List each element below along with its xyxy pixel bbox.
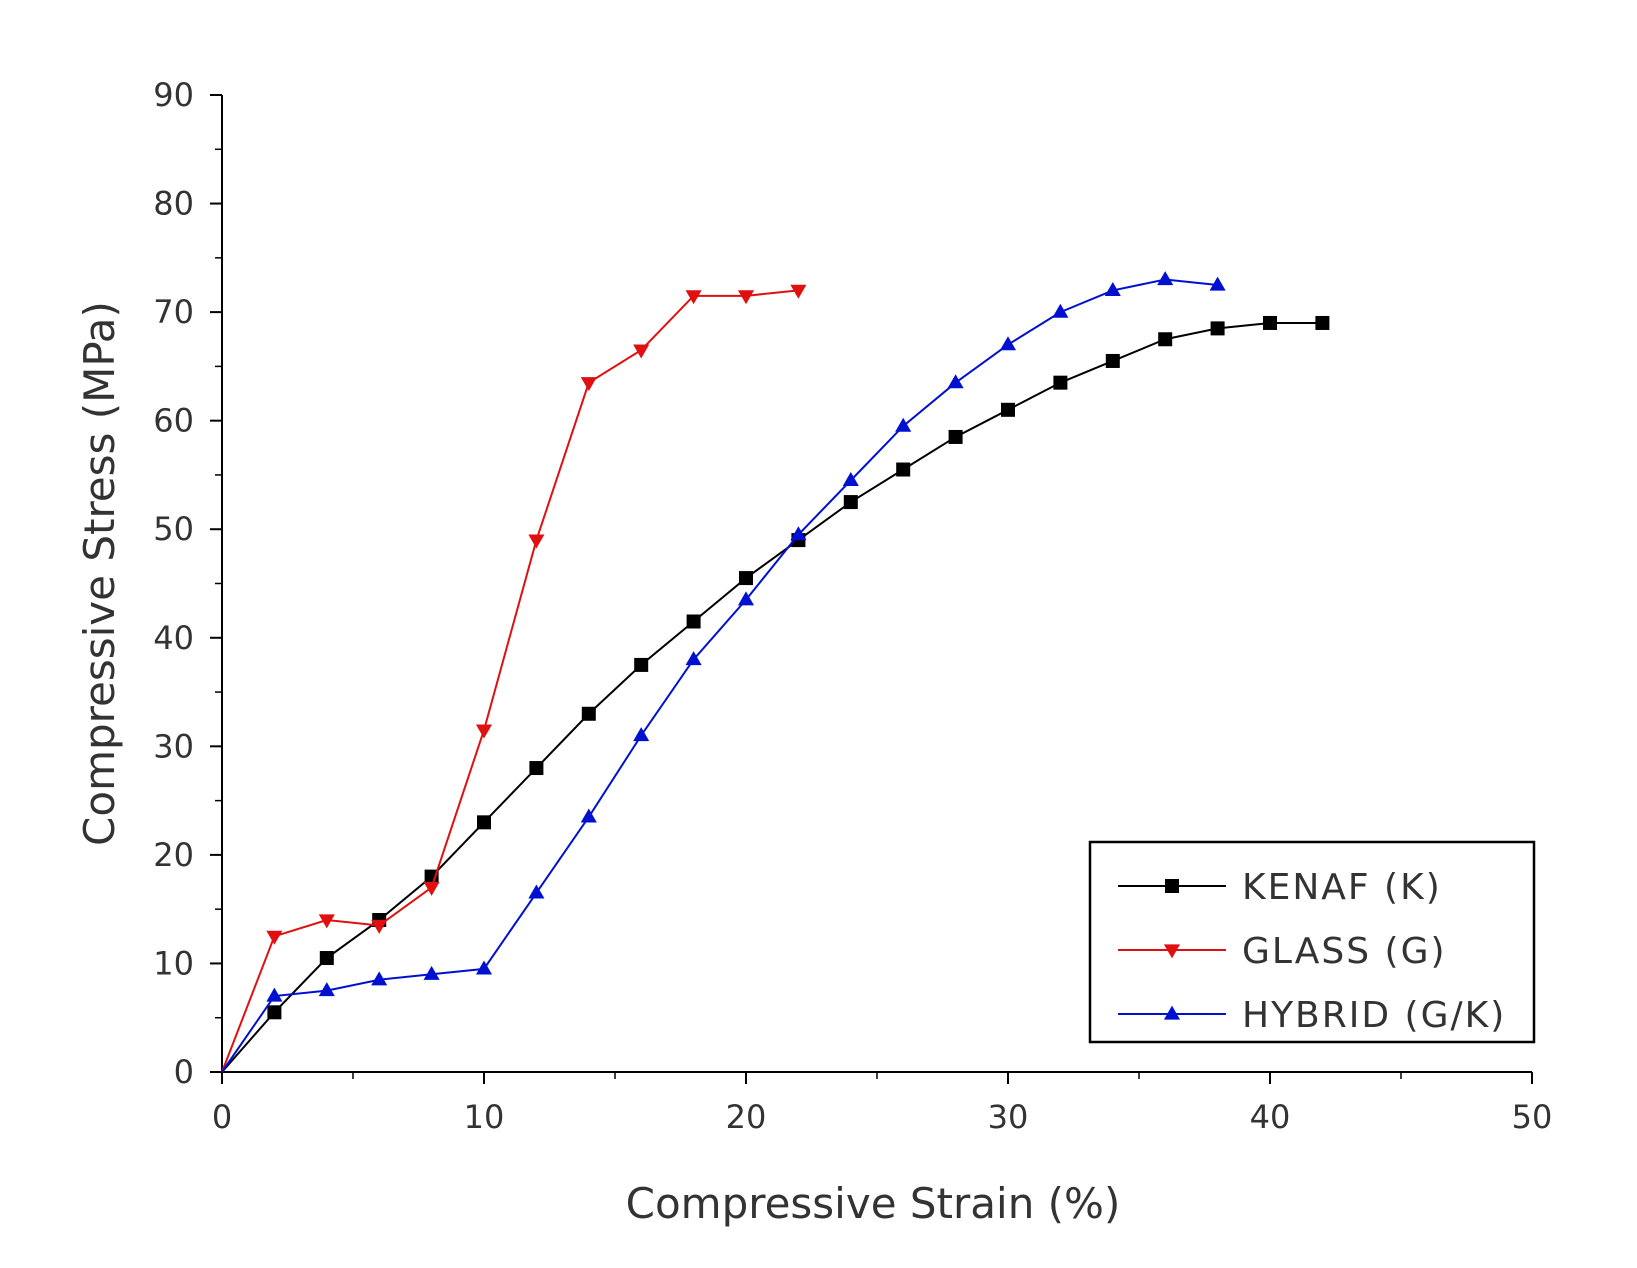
legend-item: GLASS (G) xyxy=(1118,931,1447,972)
data-point xyxy=(267,1005,282,1020)
data-point xyxy=(1052,303,1069,318)
data-point xyxy=(477,815,491,830)
data-point xyxy=(686,614,701,629)
series-line xyxy=(221,289,799,1073)
data-point xyxy=(1157,271,1174,286)
data-point xyxy=(843,495,858,510)
data-point xyxy=(528,534,545,549)
data-point xyxy=(685,290,702,305)
data-point xyxy=(475,960,493,975)
data-point xyxy=(580,808,597,823)
data-point xyxy=(1209,276,1226,291)
series-glass xyxy=(221,284,807,1073)
legend-item: HYBRID (G/K) xyxy=(1118,995,1506,1036)
legend-marker xyxy=(1163,944,1181,959)
legend-label: GLASS (G) xyxy=(1242,931,1447,972)
data-point xyxy=(1053,375,1068,390)
data-point xyxy=(318,982,335,997)
data-point xyxy=(423,881,440,896)
x-tick-label: 10 xyxy=(464,1098,505,1136)
data-point xyxy=(1263,315,1277,330)
data-point xyxy=(790,284,807,299)
data-point xyxy=(896,462,911,477)
y-tick-label: 20 xyxy=(153,836,194,874)
legend-item: KENAF (K) xyxy=(1118,867,1442,908)
x-tick-label: 20 xyxy=(726,1098,767,1136)
data-point xyxy=(528,884,545,899)
legend: KENAF (K) GLASS (G) HYBRID (G/K) xyxy=(1088,840,1536,1044)
data-point xyxy=(634,657,649,672)
data-point xyxy=(319,951,334,966)
data-point xyxy=(842,471,859,486)
series-layer xyxy=(221,271,1330,1073)
x-axis-title: Compressive Strain (%) xyxy=(626,1179,1121,1228)
data-point xyxy=(947,374,964,389)
data-point xyxy=(948,429,963,444)
data-point xyxy=(318,914,335,929)
y-tick-label: 30 xyxy=(153,727,194,765)
legend-label: KENAF (K) xyxy=(1242,867,1442,908)
data-point xyxy=(790,526,807,541)
data-point xyxy=(266,930,283,945)
y-tick-label: 0 xyxy=(174,1053,194,1091)
data-point xyxy=(529,761,544,776)
y-axis-title: Compressive Stress (MPa) xyxy=(75,301,124,846)
data-point xyxy=(739,571,753,586)
legend-box xyxy=(1088,840,1536,1044)
data-point xyxy=(633,727,650,742)
data-point xyxy=(475,724,493,739)
y-tick-label: 40 xyxy=(153,619,194,657)
data-point xyxy=(1104,282,1121,296)
data-point xyxy=(737,290,755,305)
y-tick-label: 50 xyxy=(153,510,194,548)
data-point xyxy=(1001,402,1015,417)
data-point xyxy=(1158,332,1173,347)
series-line xyxy=(221,321,1323,1073)
data-point xyxy=(580,377,597,392)
x-tick-label: 30 xyxy=(988,1098,1029,1136)
series-line xyxy=(221,278,1218,1073)
data-point xyxy=(1315,315,1330,330)
legend-label: HYBRID (G/K) xyxy=(1242,995,1506,1036)
data-point xyxy=(1210,321,1225,336)
data-point xyxy=(895,417,912,432)
data-point xyxy=(371,919,388,934)
x-tick-label: 0 xyxy=(212,1098,232,1136)
data-point xyxy=(1105,353,1120,368)
legend-marker xyxy=(1165,879,1179,893)
axes: 0 10 20 30 40 50 60 70 80 90 0 10 20 30 40 50 xyxy=(153,76,1552,1136)
y-tick-label: 10 xyxy=(153,944,194,982)
data-point xyxy=(737,591,755,606)
y-tick-label: 70 xyxy=(153,293,194,331)
data-point xyxy=(423,965,440,980)
data-point xyxy=(999,336,1017,351)
data-point xyxy=(266,987,283,1002)
data-point xyxy=(581,706,596,721)
x-tick-label: 40 xyxy=(1250,1098,1291,1136)
legend-marker xyxy=(1163,1005,1181,1020)
y-tick-label: 90 xyxy=(153,76,194,114)
x-tick-label: 50 xyxy=(1512,1098,1553,1136)
y-tick-label: 60 xyxy=(153,402,194,440)
y-tick-label: 80 xyxy=(153,185,194,223)
data-point xyxy=(633,344,650,359)
data-point xyxy=(371,971,388,986)
series-kenaf xyxy=(221,315,1330,1073)
series-hybrid xyxy=(221,271,1226,1073)
data-point xyxy=(685,651,702,666)
